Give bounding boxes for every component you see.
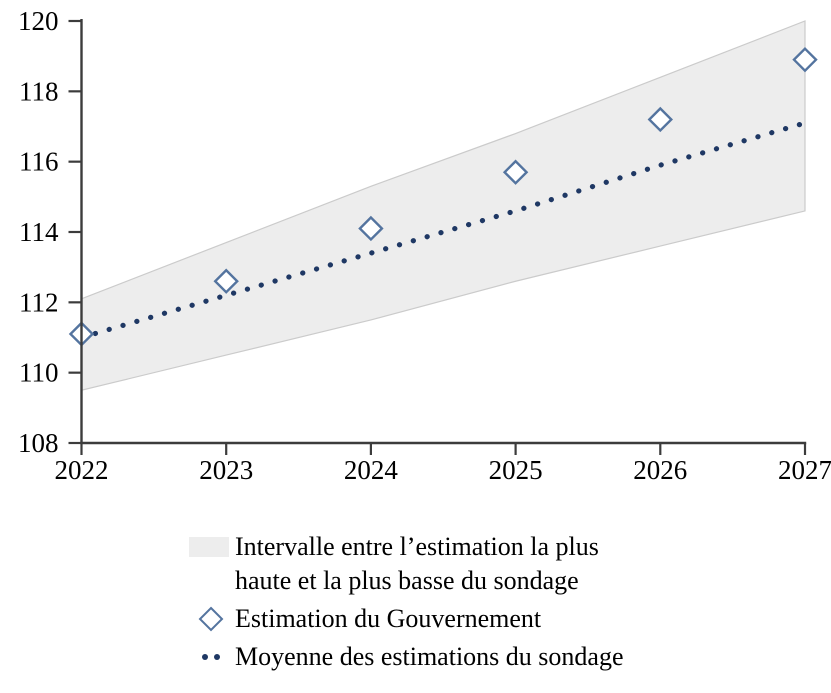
interval-band	[80, 20, 806, 392]
y-tick-label: 116	[19, 147, 59, 177]
legend-survey-label: Moyenne des estimations du sondage	[235, 642, 624, 671]
government-estimate-marker	[358, 215, 384, 242]
interval-band-swatch	[186, 530, 235, 564]
legend: Intervalle entre l’estimation la plus ha…	[186, 530, 624, 674]
government-estimate-marker	[792, 46, 818, 73]
legend-item-government: Estimation du Gouvernement	[186, 602, 624, 636]
x-tick-label: 2022	[55, 455, 109, 485]
band-swatch-icon	[189, 537, 229, 557]
survey-dots-marker	[186, 640, 235, 674]
legend-interval-label: Intervalle entre l’estimation la plus ha…	[235, 530, 599, 598]
y-tick-label: 110	[19, 358, 59, 388]
legend-interval-line1: Intervalle entre l’estimation la plus	[235, 532, 599, 561]
y-axis-ticks: 108 110 112 114 116 118 120	[18, 6, 82, 458]
government-estimate-marker	[647, 106, 673, 133]
dotted-line-icon	[201, 654, 220, 660]
legend-government-label: Estimation du Gouvernement	[235, 604, 542, 633]
legend-interval-line2: haute et la plus basse du sondage	[235, 566, 579, 595]
x-tick-label: 2025	[489, 455, 543, 485]
government-estimate-marker	[502, 159, 529, 185]
x-tick-label: 2023	[199, 455, 253, 485]
x-axis-ticks: 2022 2023 2024 2025 2026 2027	[55, 443, 831, 485]
x-tick-label: 2026	[633, 455, 687, 485]
y-tick-label: 112	[19, 287, 59, 317]
x-tick-label: 2024	[344, 455, 399, 485]
y-tick-label: 118	[19, 76, 59, 106]
legend-item-interval: Intervalle entre l’estimation la plus ha…	[186, 530, 624, 598]
open-diamond-icon	[198, 606, 223, 632]
government-estimate-marker	[213, 268, 239, 294]
legend-item-survey-mean: Moyenne des estimations du sondage	[186, 640, 624, 674]
government-estimate-markers	[68, 46, 818, 347]
survey-mean-dotted-line	[78, 120, 808, 341]
y-tick-label: 114	[19, 217, 59, 247]
y-tick-label: 108	[18, 428, 59, 458]
government-diamond-marker	[186, 602, 235, 636]
y-tick-label: 120	[18, 6, 59, 36]
x-tick-label: 2027	[778, 455, 831, 485]
interval-band-area	[80, 20, 806, 392]
survey-mean-line	[78, 120, 808, 341]
